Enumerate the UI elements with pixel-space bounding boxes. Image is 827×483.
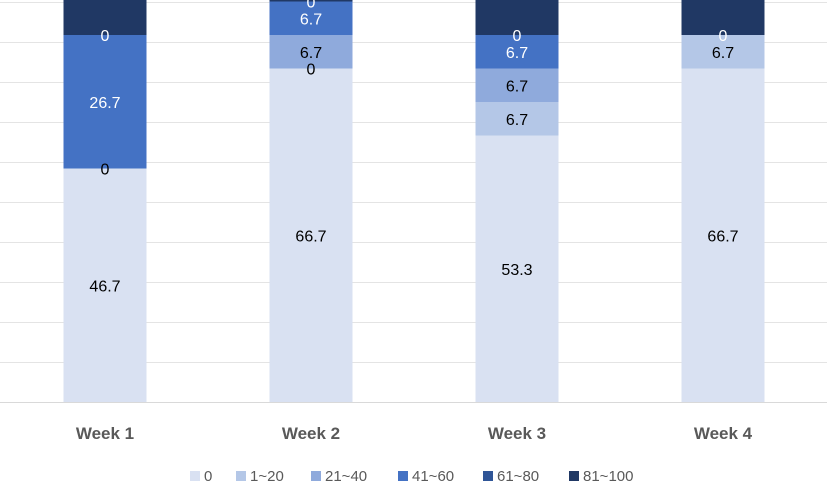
legend-label: 0 (204, 468, 212, 483)
bar-segment-week-2-0 (269, 68, 353, 402)
x-tick-label: Week 4 (694, 424, 753, 443)
data-label: 6.7 (300, 11, 322, 28)
bar-segment-week-4-81-100 (681, 0, 765, 35)
legend-label: 1~20 (250, 468, 284, 483)
bar-segment-week-4-0 (681, 68, 765, 402)
data-label: 0 (101, 162, 110, 179)
x-axis-tick-labels: Week 1 Week 2 Week 3 Week 4 (76, 424, 753, 443)
legend-label: 41~60 (412, 468, 454, 483)
bar-segment-week-3-41-60 (475, 35, 559, 69)
bar-segment-week-2-41-60 (269, 1, 353, 35)
bar-segment-week-2-81-100 (269, 0, 353, 2)
legend-swatch (190, 471, 200, 481)
legend-label: 81~100 (583, 468, 633, 483)
data-labels: 46.7026.7026.766.706.76.702053.36.76.76.… (89, 0, 738, 295)
legend-swatch (311, 471, 321, 481)
bar-segment-week-3-1-20 (475, 102, 559, 136)
legend: 0 1~20 21~40 41~60 61~80 81~100 (190, 468, 633, 483)
bar-segment-week-3-81-100 (475, 0, 559, 35)
x-tick-label: Week 3 (488, 424, 546, 443)
legend-label: 61~80 (497, 468, 539, 483)
bar-segment-week-1-41-60 (63, 35, 147, 169)
data-label: 46.7 (89, 278, 120, 295)
data-label: 0 (513, 28, 522, 45)
data-label: 26.7 (89, 95, 120, 112)
data-label: 0 (307, 62, 316, 79)
data-label: 6.7 (506, 78, 528, 95)
legend-swatch (398, 471, 408, 481)
bar-segment-week-4-1-20 (681, 35, 765, 69)
bar-segment-week-3-0 (475, 135, 559, 402)
bar-segment-week-3-21-40 (475, 68, 559, 102)
x-tick-label: Week 2 (282, 424, 340, 443)
bar-segment-week-1-0 (63, 168, 147, 402)
data-label: 6.7 (712, 45, 734, 62)
data-label: 6.7 (506, 45, 528, 62)
legend-swatch (236, 471, 246, 481)
data-label: 0 (719, 28, 728, 45)
bar-segment-week-1-81-100 (63, 0, 147, 35)
bars (63, 0, 765, 402)
legend-label: 21~40 (325, 468, 367, 483)
data-label: 53.3 (501, 262, 532, 279)
x-tick-label: Week 1 (76, 424, 134, 443)
data-label: 66.7 (707, 228, 738, 245)
data-label: 6.7 (300, 45, 322, 62)
legend-swatch (483, 471, 493, 481)
data-label: 6.7 (506, 112, 528, 129)
bar-segment-week-2-21-40 (269, 35, 353, 69)
data-label: 0 (101, 28, 110, 45)
legend-swatch (569, 471, 579, 481)
data-label: 66.7 (295, 228, 326, 245)
data-label: 0 (307, 0, 316, 12)
